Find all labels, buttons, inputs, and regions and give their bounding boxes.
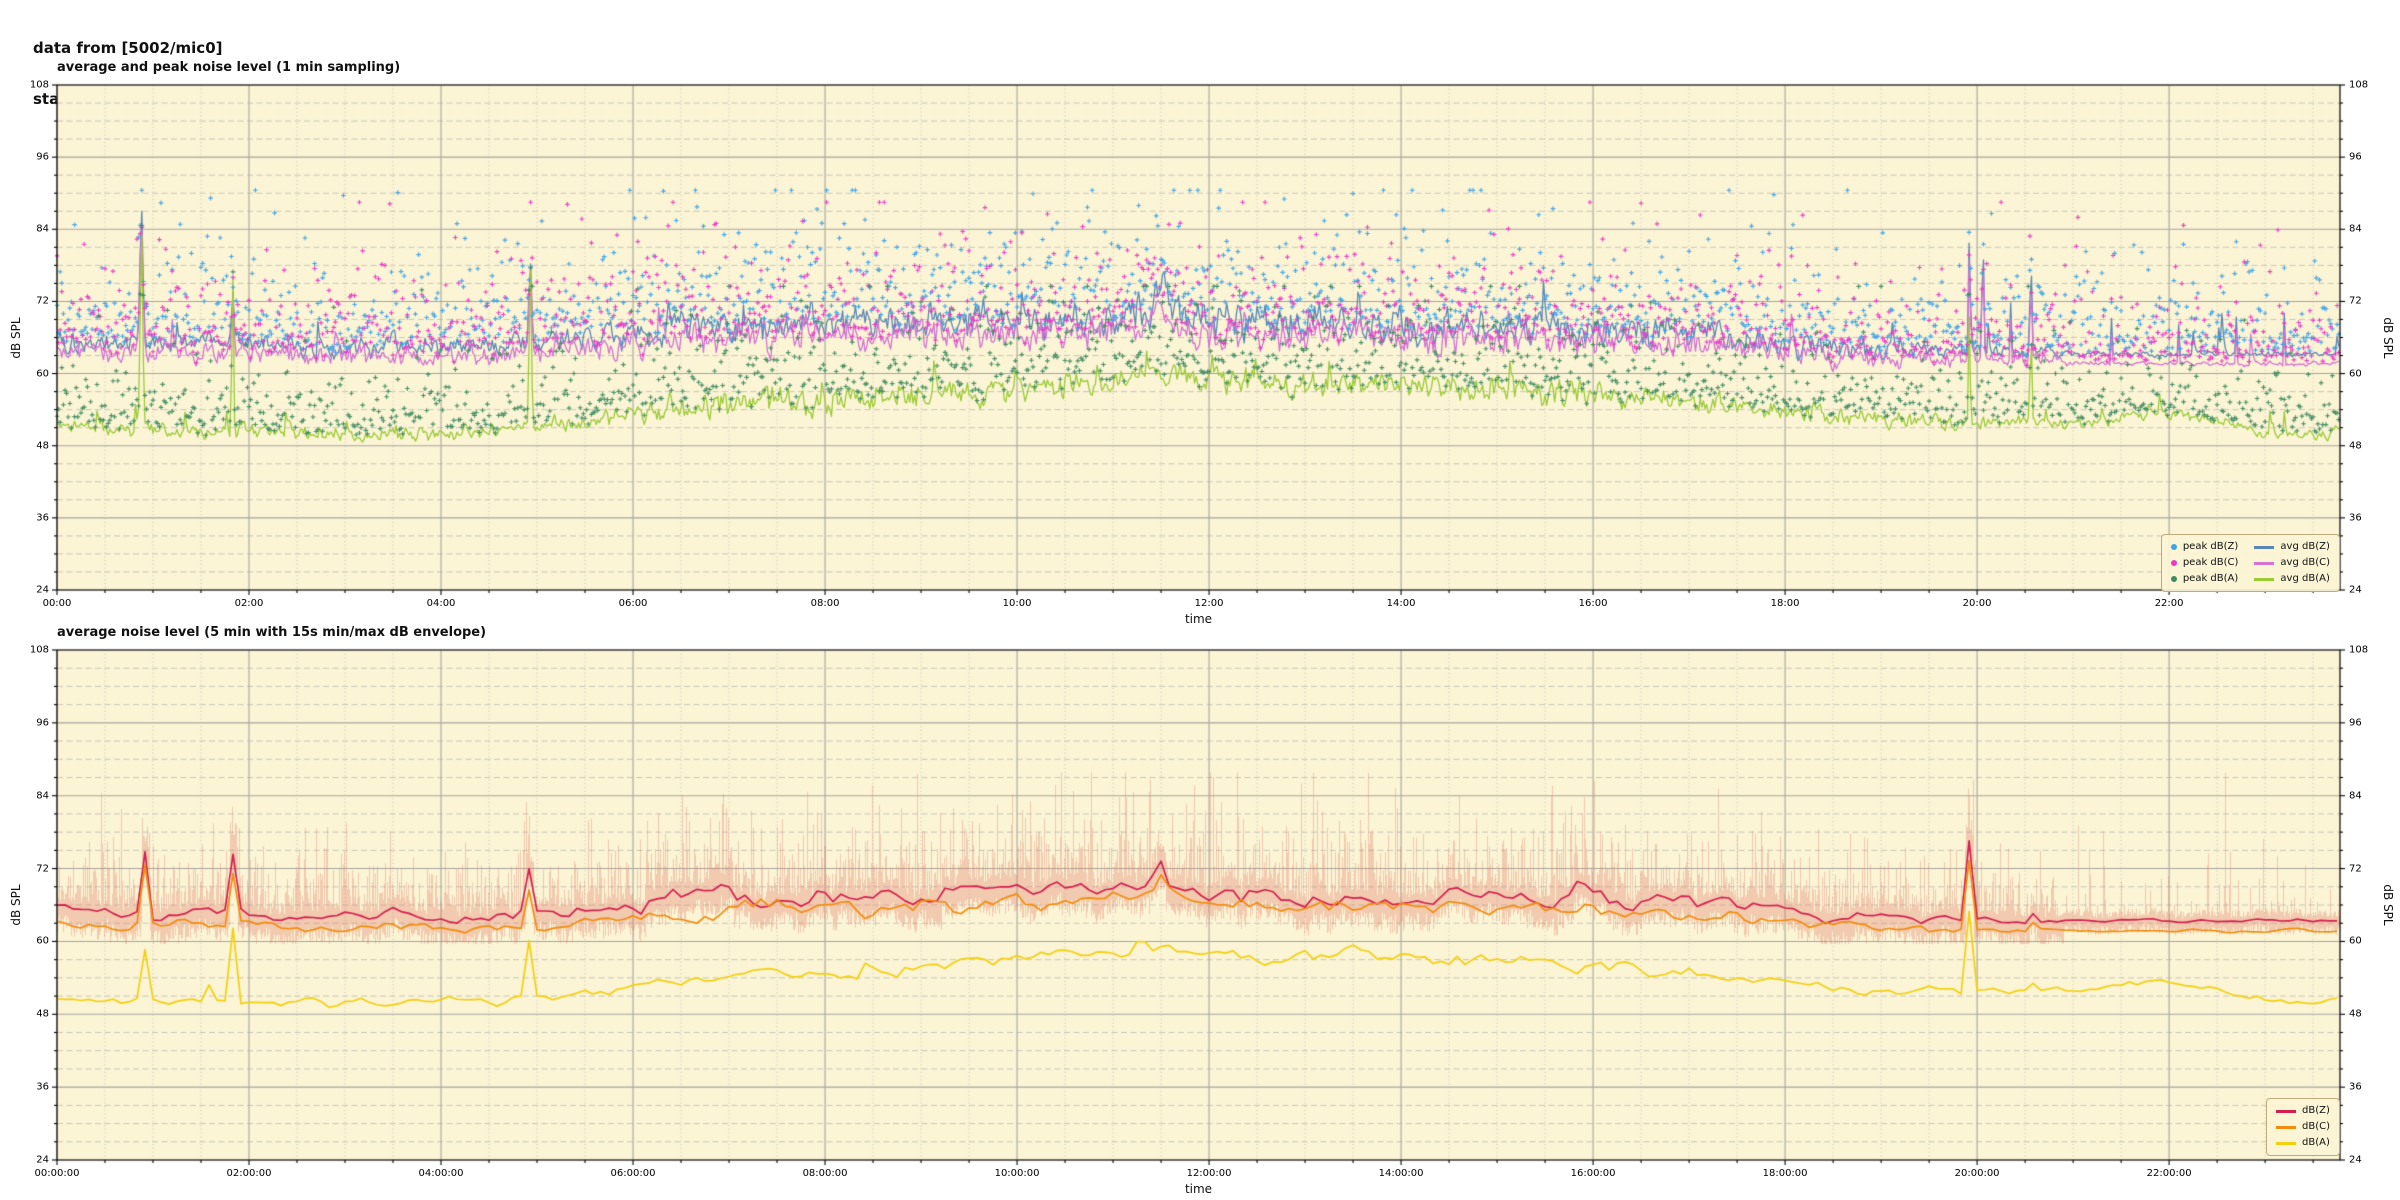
tick-label: 108 <box>2349 644 2369 656</box>
legend-line-marker <box>2276 1141 2296 1145</box>
tick-label: 02:00 <box>234 598 264 609</box>
tick-label: 84 <box>2349 223 2362 235</box>
legend-entry: avg dB(A) <box>2254 572 2330 586</box>
tick-label: 48 <box>36 440 49 452</box>
tick-label: 24 <box>2349 1154 2362 1166</box>
tick-label: 84 <box>2349 790 2362 802</box>
tick-label: 18:00:00 <box>1762 1168 1808 1179</box>
tick-label: 06:00:00 <box>610 1168 656 1179</box>
tick-label: 12:00:00 <box>1186 1168 1232 1179</box>
legend-entry: peak dB(A) <box>2170 572 2239 586</box>
tick-label: 12:00 <box>1194 598 1224 609</box>
tick-label: 96 <box>2349 151 2362 163</box>
tick-label: 48 <box>36 1008 49 1020</box>
tick-label: 20:00:00 <box>1954 1168 2000 1179</box>
tick-label: 22:00 <box>2154 598 2184 609</box>
tick-label: 108 <box>29 644 49 656</box>
tick-label: 36 <box>36 512 49 524</box>
tick-label: 84 <box>36 790 49 802</box>
tick-label: 18:00 <box>1770 598 1800 609</box>
tick-label: 60 <box>36 368 49 380</box>
legend-dot-marker <box>2170 576 2177 582</box>
tick-label: 72 <box>2349 863 2362 875</box>
tick-label: 60 <box>36 935 49 947</box>
tick-label: 72 <box>2349 295 2362 307</box>
legend-entry: avg dB(Z) <box>2254 540 2330 554</box>
legend-line-marker <box>2276 1125 2296 1129</box>
tick-label: 60 <box>2349 368 2362 380</box>
plot-area <box>47 640 2350 1170</box>
legend: dB(Z) dB(C) dB(A) <box>2266 1098 2340 1156</box>
legend-label: avg dB(Z) <box>2280 541 2330 552</box>
tick-label: 02:00:00 <box>226 1168 272 1179</box>
tick-label: 96 <box>2349 717 2362 729</box>
tick-label: 96 <box>36 151 49 163</box>
plot-area <box>47 75 2350 600</box>
tick-label: 36 <box>2349 1081 2362 1093</box>
tick-label: 16:00:00 <box>1570 1168 1616 1179</box>
tick-label: 60 <box>2349 935 2362 947</box>
chart-title: average and peak noise level (1 min samp… <box>57 60 401 75</box>
tick-label: 14:00 <box>1386 598 1416 609</box>
legend-entry: dB(C) <box>2276 1120 2330 1134</box>
tick-label: 16:00 <box>1578 598 1608 609</box>
chart-title: average noise level (5 min with 15s min/… <box>57 625 487 640</box>
tick-label: 22:00:00 <box>2146 1168 2192 1179</box>
tick-label: 36 <box>2349 512 2362 524</box>
legend-entry: avg dB(C) <box>2254 556 2330 570</box>
legend-entry: dB(A) <box>2276 1136 2330 1150</box>
tick-label: 108 <box>2349 79 2369 91</box>
legend: peak dB(Z) peak dB(C) peak dB(A) avg dB(Z) a… <box>2160 534 2340 592</box>
tick-label: 08:00 <box>810 598 840 609</box>
legend-label: dB(A) <box>2302 1137 2330 1148</box>
tick-label: 14:00:00 <box>1378 1168 1424 1179</box>
tick-label: 10:00 <box>1002 598 1032 609</box>
legend-line-marker <box>2254 545 2275 549</box>
tick-label: 36 <box>36 1081 49 1093</box>
legend-line-marker <box>2254 561 2275 565</box>
legend-entry: dB(Z) <box>2276 1104 2330 1118</box>
legend-label: peak dB(A) <box>2182 573 2239 584</box>
legend-line-marker <box>2276 1109 2296 1113</box>
tick-label: 84 <box>36 223 49 235</box>
tick-label: 108 <box>29 79 49 91</box>
tick-label: 04:00 <box>426 598 456 609</box>
legend-entry: peak dB(C) <box>2170 556 2239 570</box>
tick-label: 72 <box>36 863 49 875</box>
tick-label: 48 <box>2349 440 2362 452</box>
legend-label: peak dB(C) <box>2182 557 2239 568</box>
tick-label: 48 <box>2349 1008 2362 1020</box>
tick-label: 96 <box>36 717 49 729</box>
legend-label: peak dB(Z) <box>2182 541 2239 552</box>
header-line1: data from [5002/mic0] <box>33 39 223 57</box>
legend-entry: peak dB(Z) <box>2170 540 2239 554</box>
legend-label: avg dB(A) <box>2280 573 2330 584</box>
legend-label: dB(Z) <box>2302 1105 2330 1116</box>
legend-label: dB(C) <box>2302 1121 2330 1132</box>
tick-label: 04:00:00 <box>418 1168 464 1179</box>
tick-label: 08:00:00 <box>802 1168 848 1179</box>
legend-dot-marker <box>2170 560 2177 566</box>
y-axis-label-right: dB SPL <box>2381 884 2395 926</box>
tick-label: 06:00 <box>618 598 648 609</box>
legend-line-marker <box>2254 577 2275 581</box>
legend-label: avg dB(C) <box>2280 557 2330 568</box>
tick-label: 00:00:00 <box>34 1168 80 1179</box>
y-axis-label-left: dB SPL <box>9 884 23 926</box>
tick-label: 00:00 <box>42 598 72 609</box>
legend-dot-marker <box>2170 544 2177 550</box>
tick-label: 20:00 <box>1962 598 1992 609</box>
tick-label: 24 <box>36 584 49 596</box>
x-axis-label: time <box>1184 1182 1213 1196</box>
tick-label: 24 <box>36 1154 49 1166</box>
tick-label: 72 <box>36 295 49 307</box>
tick-label: 24 <box>2349 584 2362 596</box>
x-axis-label: time <box>1184 612 1213 626</box>
tick-label: 10:00:00 <box>994 1168 1040 1179</box>
